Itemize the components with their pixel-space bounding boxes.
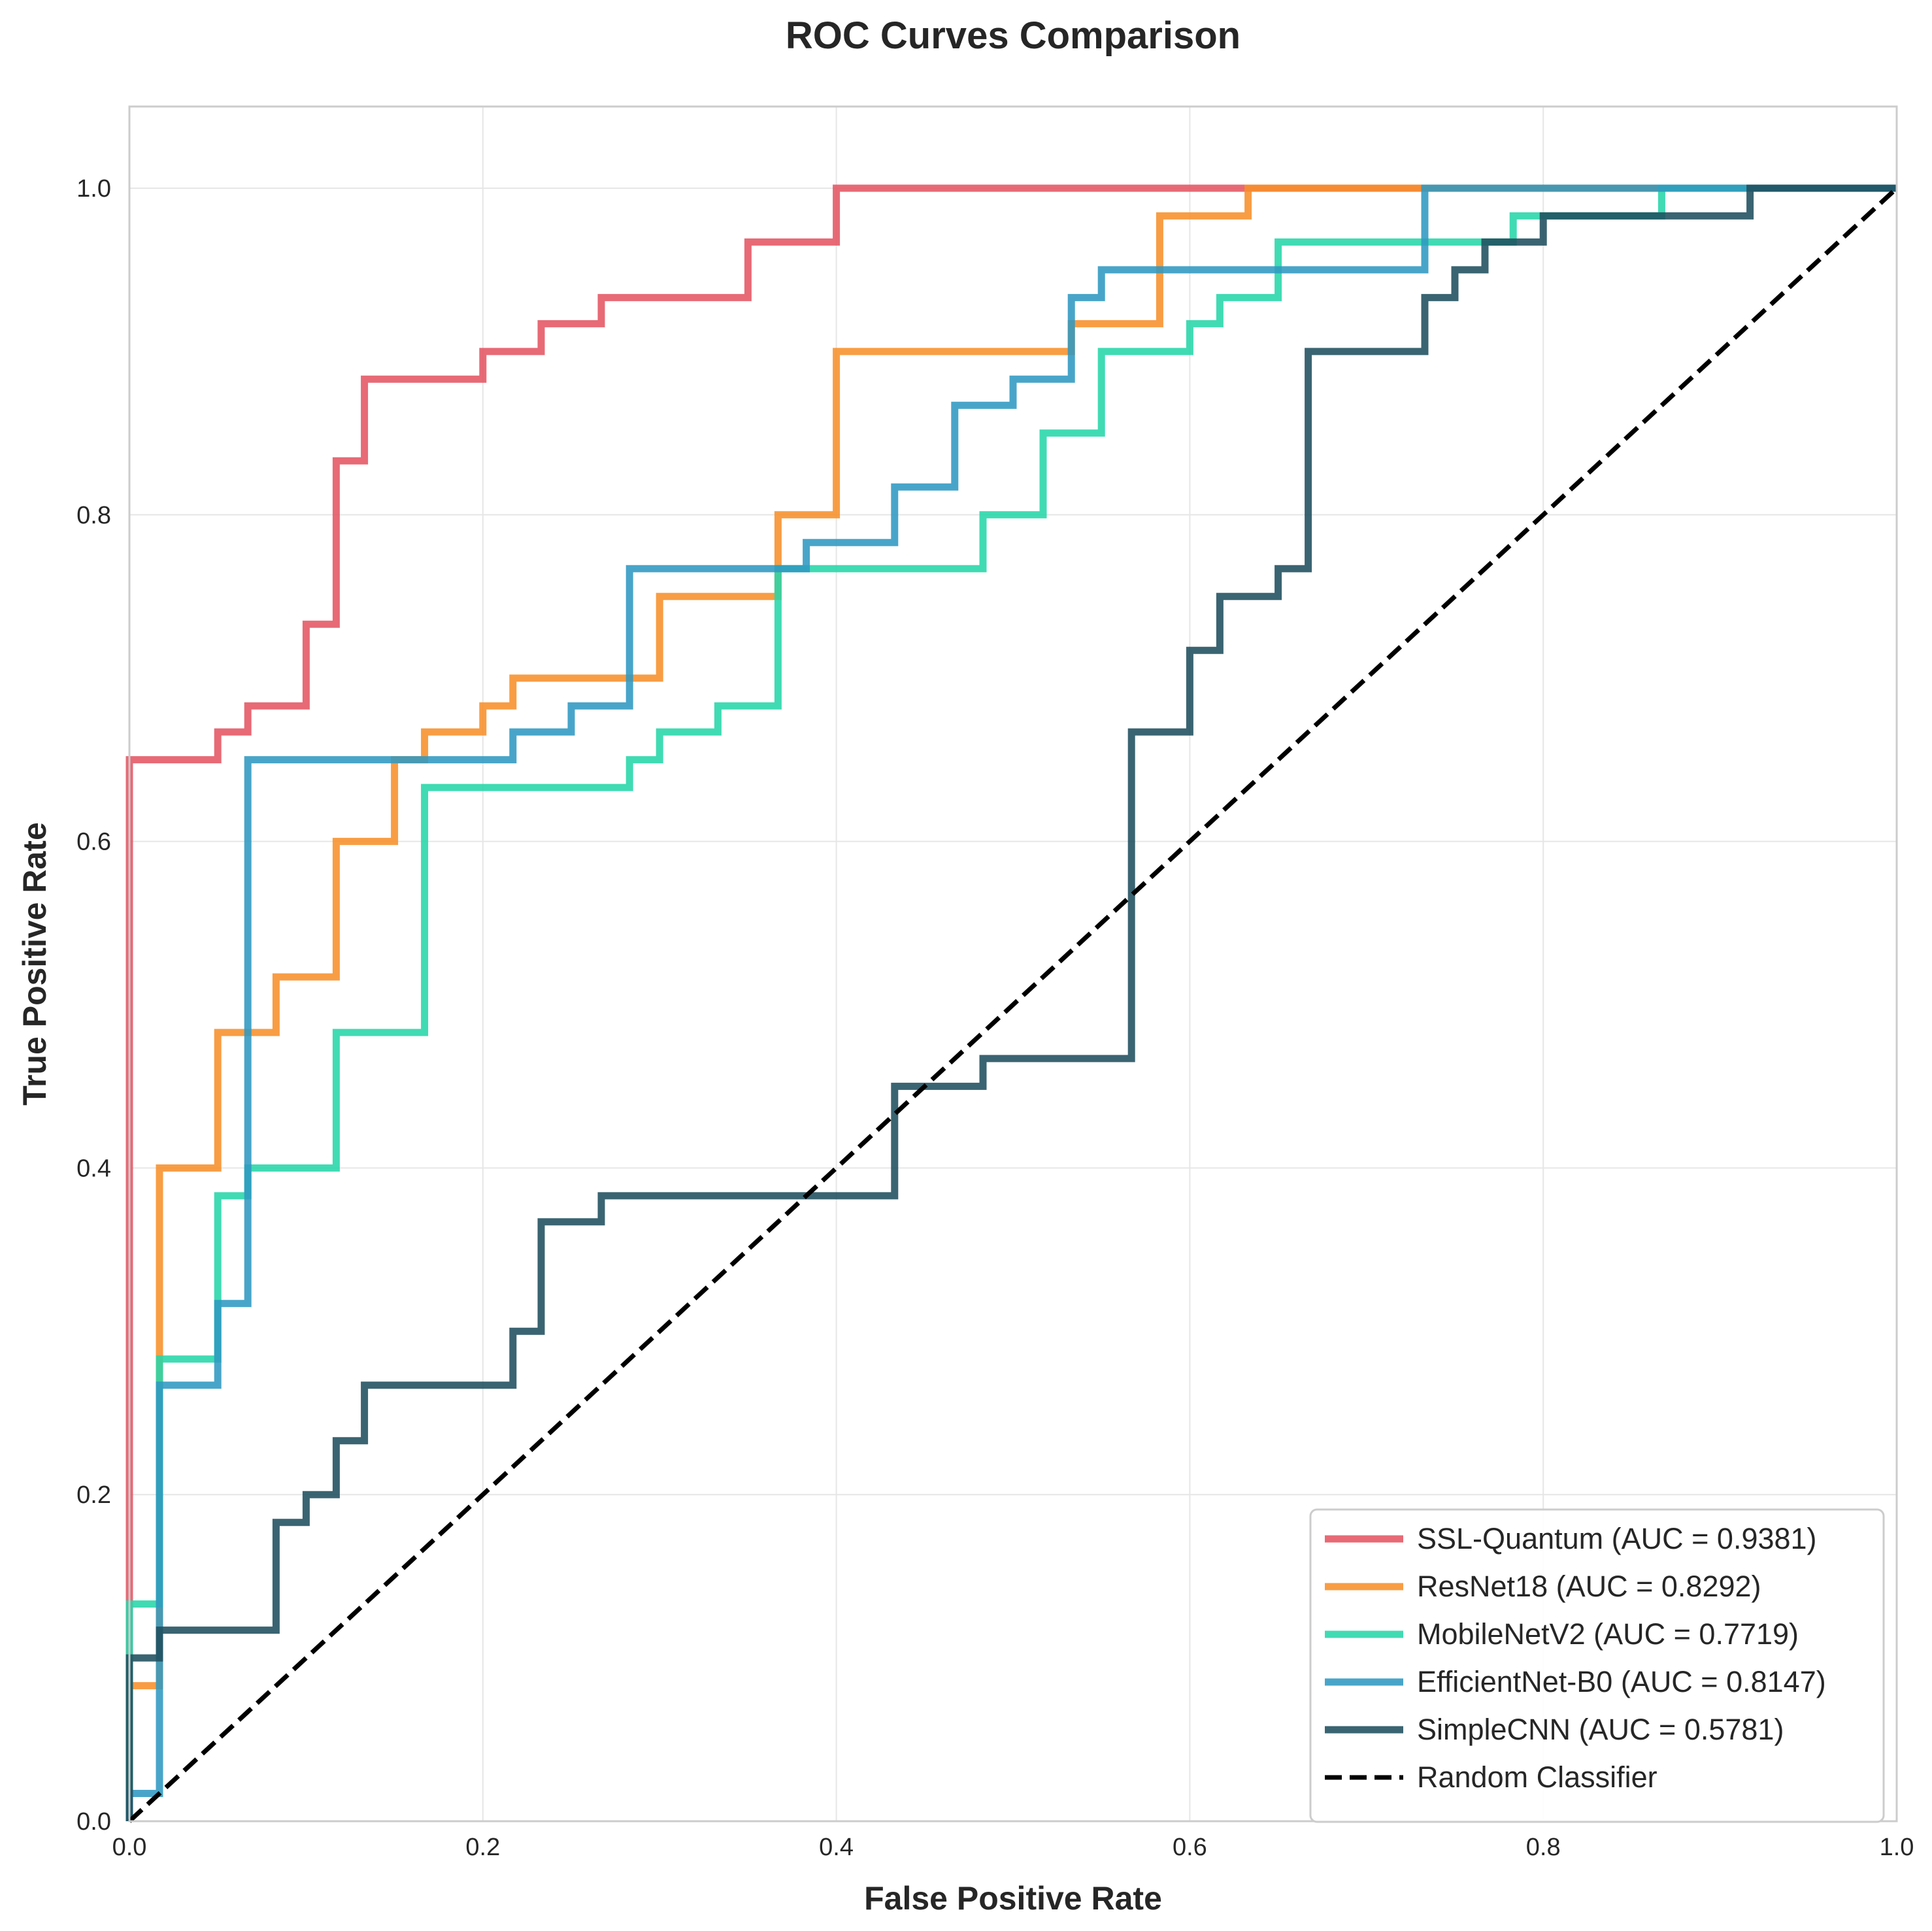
tick-labels: 0.0 0.2 0.4 0.6 0.8 1.0 0.0 0.2 0.4 0.6 0.8 1.0 <box>76 175 1914 1861</box>
series-line-4 <box>125 184 1897 1821</box>
chart-title: ROC Curves Comparison <box>786 14 1241 57</box>
x-tick-label: 0.0 <box>112 1834 147 1861</box>
plot-frame <box>128 105 1898 1823</box>
y-axis-title: True Positive Rate <box>16 822 53 1106</box>
legend-label: EfficientNet-B0 (AUC = 0.8147) <box>1417 1665 1826 1698</box>
legend-box <box>1309 1508 1885 1823</box>
random-classifier-line <box>127 186 1899 1823</box>
y-tick-label: 0.8 <box>76 502 111 529</box>
x-tick-label: 1.0 <box>1880 1834 1914 1861</box>
legend-label: SimpleCNN (AUC = 0.5781) <box>1417 1713 1784 1746</box>
y-tick-label: 0.4 <box>76 1155 111 1182</box>
legend-label: SSL-Quantum (AUC = 0.9381) <box>1417 1522 1817 1555</box>
x-tick-label: 0.6 <box>1173 1834 1207 1861</box>
series-lines <box>125 184 1899 1823</box>
x-axis-title: False Positive Rate <box>864 1880 1162 1917</box>
y-tick-label: 0.0 <box>76 1808 111 1836</box>
legend-label: MobileNetV2 (AUC = 0.7719) <box>1417 1617 1799 1651</box>
series-line-0 <box>125 184 1897 1821</box>
legend-label: Random Classifier <box>1417 1760 1657 1794</box>
legend-label: ResNet18 (AUC = 0.8292) <box>1417 1570 1761 1603</box>
x-tick-label: 0.2 <box>465 1834 500 1861</box>
y-tick-label: 1.0 <box>76 175 111 203</box>
x-tick-label: 0.4 <box>819 1834 854 1861</box>
y-tick-label: 0.2 <box>76 1481 111 1509</box>
y-tick-label: 0.6 <box>76 829 111 856</box>
x-tick-label: 0.8 <box>1526 1834 1561 1861</box>
legend: SSL-Quantum (AUC = 0.9381) ResNet18 (AUC … <box>1309 1508 1885 1823</box>
series-line-3 <box>125 184 1897 1821</box>
